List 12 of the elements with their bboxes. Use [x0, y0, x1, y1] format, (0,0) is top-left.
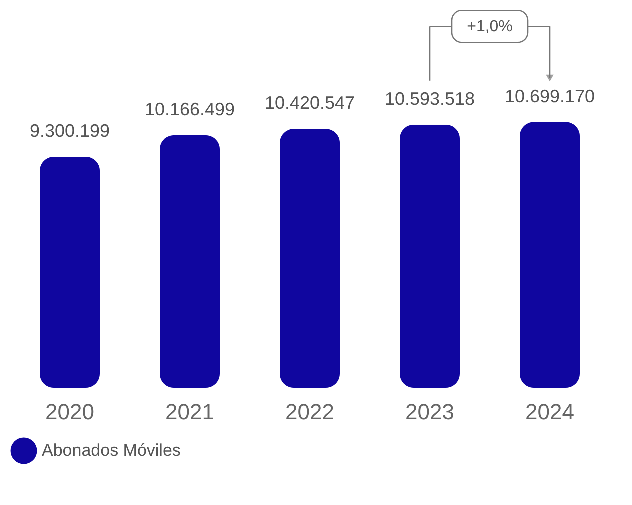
data-label: 10.699.170 [504, 86, 596, 106]
x-tick-label: 2024 [526, 400, 574, 424]
x-tick-label: 2021 [166, 400, 214, 424]
data-label: 10.420.547 [264, 93, 356, 114]
data-label: 9.300.199 [30, 121, 110, 142]
text: +1,0% [467, 18, 513, 36]
x-tick-label: 2023 [406, 400, 454, 424]
x-tick-label: 2022 [286, 400, 334, 424]
data-label: 10.166.499 [144, 99, 236, 120]
legend-label: Abonados Móviles [42, 441, 181, 460]
x-tick-label: 2020 [46, 400, 94, 424]
data-label: 10.593.518 [384, 88, 476, 109]
